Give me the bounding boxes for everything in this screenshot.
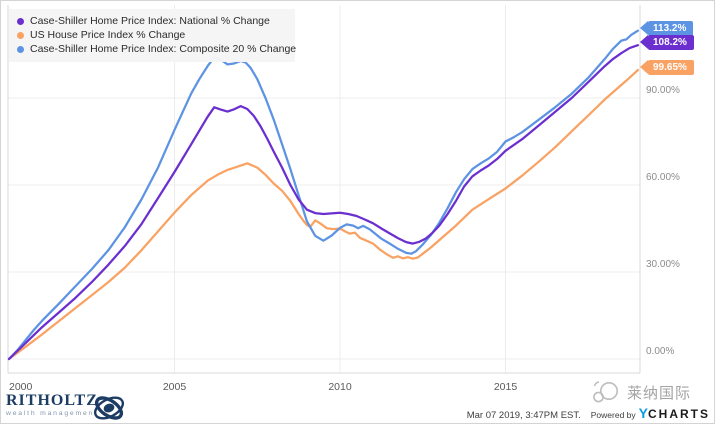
legend-label-national: Case-Shiller Home Price Index: National …	[30, 15, 270, 27]
x-axis-tick-label: 2010	[328, 381, 352, 393]
value-badge-national: 108.2%	[640, 35, 694, 50]
y-axis-tick-label: 90.00%	[646, 85, 680, 96]
value-badge-composite-20: 113.2%	[639, 21, 694, 36]
legend-dot-composite-20	[17, 45, 24, 53]
ritholtz-wordmark: RITHOLTZ	[6, 392, 98, 409]
x-axis-tick-label: 2005	[163, 381, 187, 393]
legend-label-composite-20: Case-Shiller Home Price Index: Composite…	[30, 43, 297, 55]
legend-item-us-hpi[interactable]: US House Price Index % Change	[15, 28, 287, 42]
ritholtz-subtitle: wealth management	[6, 410, 98, 417]
watermark-mic-icon	[593, 381, 618, 403]
powered-by-label: Powered by	[590, 410, 636, 420]
x-axis-tick-label: 2000	[9, 381, 33, 393]
y-axis-tick-label: 0.00%	[646, 346, 674, 357]
legend-dot-national	[17, 17, 24, 25]
ycharts-logo[interactable]: YCHARTS	[639, 405, 710, 423]
series-line-composite-20	[7, 29, 640, 361]
y-axis-tick-label: 60.00%	[646, 172, 680, 183]
legend-item-composite-20[interactable]: Case-Shiller Home Price Index: Composite…	[15, 42, 296, 56]
legend-label-us-hpi: US House Price Index % Change	[30, 29, 186, 41]
timestamp: Mar 07 2019, 3:47PM EST.	[466, 410, 581, 421]
ycharts-logo-charts: CHARTS	[648, 407, 710, 421]
value-badge-us-hpi: 99.65%	[640, 60, 694, 75]
chart-legend: Case-Shiller Home Price Index: National …	[9, 9, 296, 62]
x-axis-tick-label: 2015	[494, 381, 518, 393]
ritholtz-globe-icon	[93, 396, 125, 420]
legend-dot-us-hpi	[17, 31, 24, 39]
watermark: 莱纳国际	[591, 379, 691, 406]
ritholtz-logo: RITHOLTZ wealth management	[6, 392, 125, 420]
series-line-national	[7, 44, 640, 361]
y-axis-tick-label: 30.00%	[646, 259, 680, 270]
chart-footer-dateline: Mar 07 2019, 3:47PM EST. Powered by YCHA…	[467, 405, 710, 423]
ycharts-logo-y: Y	[638, 405, 648, 421]
watermark-text: 莱纳国际	[627, 385, 692, 402]
legend-item-national[interactable]: Case-Shiller Home Price Index: National …	[15, 14, 287, 28]
